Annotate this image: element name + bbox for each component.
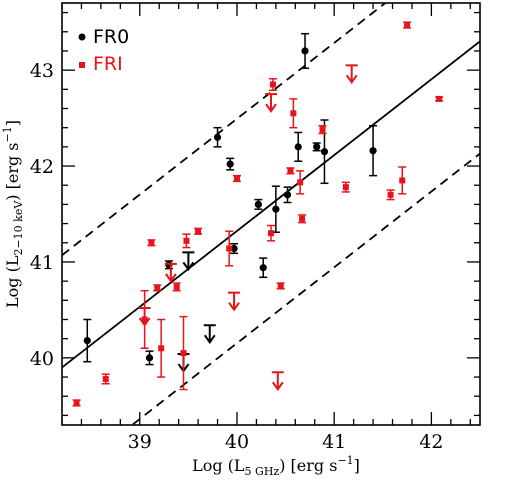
fri-point [404,22,411,29]
fri-point [319,126,326,133]
x-axis-label-sub: 5 GHz [245,465,280,478]
x-axis-label: Log (L5 GHz) [erg s−1] [192,454,360,478]
x-tick-label: 39 [128,431,152,453]
fr0-point [145,354,154,362]
fri-point [73,399,80,406]
y-tick-label: 40 [30,348,54,370]
x-axis-label-sup: −1 [337,454,353,467]
fri-point [399,177,406,184]
fri-point [183,237,190,244]
y-axis-label-post: ) [erg s [3,142,22,200]
y-axis-label-sup: −1 [1,126,14,142]
axis-ticks [61,3,480,425]
fri-point [233,175,240,182]
fri-point [173,283,180,290]
y-axis-label: Log (L2−10 keV) [erg s−1] [1,120,25,308]
fri-point [148,239,155,246]
fri-upper-limit-arrowhead [345,74,358,85]
fri-point [297,179,304,186]
fri-point [268,230,274,237]
fr0-point [272,205,280,213]
fri-point [287,167,294,174]
lower-bound-line [130,152,480,425]
fr0-point [283,191,292,199]
y-axis-label-pre: Log (L [3,255,22,308]
fri-point [342,184,349,191]
fri-point [387,191,394,198]
fr0-upper-limit-arrowhead [182,261,195,272]
legend-marker-fri [79,62,85,68]
tick-labels: 39 40 41 42 40 41 42 43 [30,60,444,453]
fri-upper-limit-arrowhead [165,273,177,283]
correlation-line [62,40,480,369]
fr0-point [230,244,238,253]
fri-point [102,375,109,382]
legend-marker-fr0 [78,33,86,41]
x-axis-label-end: ] [354,456,360,475]
fri-point [436,95,443,102]
fri-point [299,215,306,222]
data-points [72,21,444,407]
x-axis-label-pre: Log (L [192,456,245,475]
y-axis-label-end: ] [3,120,22,126]
fr0-point [259,264,267,272]
fr0-point [369,147,377,155]
x-tick-label: 41 [322,431,346,453]
fri-point [226,245,233,252]
fri-point [269,81,276,88]
y-tick-label: 43 [30,60,54,82]
fri-upper-limit-arrowhead [228,302,240,312]
legend-label-fri: FRI [93,53,123,75]
fri-upper-limit-arrowhead [265,103,277,113]
fr0-point [301,47,309,55]
fr0-point [313,143,321,151]
fri-upper-limit-arrowhead [271,381,284,391]
legend: FR0 FRI [78,26,129,75]
fri-point [277,282,284,289]
fri-point [154,284,161,291]
fr0-point [294,143,302,151]
fri-upper-limit-arrowhead [138,317,151,327]
fri-point [158,345,165,352]
y-tick-label: 42 [30,156,54,178]
y-axis-label-sub: 2−10 keV [12,200,25,256]
fit-lines [62,3,480,425]
fr0-point [83,337,91,345]
x-tick-label: 42 [419,431,443,453]
x-tick-label: 40 [225,431,249,453]
fri-point [180,350,187,357]
x-axis-label-post: ) [erg s [279,456,337,475]
fr0-point [254,200,262,209]
fri-point [195,228,202,235]
y-tick-label: 41 [30,252,54,274]
fr0-upper-limit-arrowhead [203,334,216,344]
plot-frame [61,2,481,426]
fr0-point [226,160,234,168]
fr0-point [320,148,329,156]
fri-point [290,110,297,117]
legend-label-fr0: FR0 [93,26,129,48]
fr0-point [213,133,222,141]
